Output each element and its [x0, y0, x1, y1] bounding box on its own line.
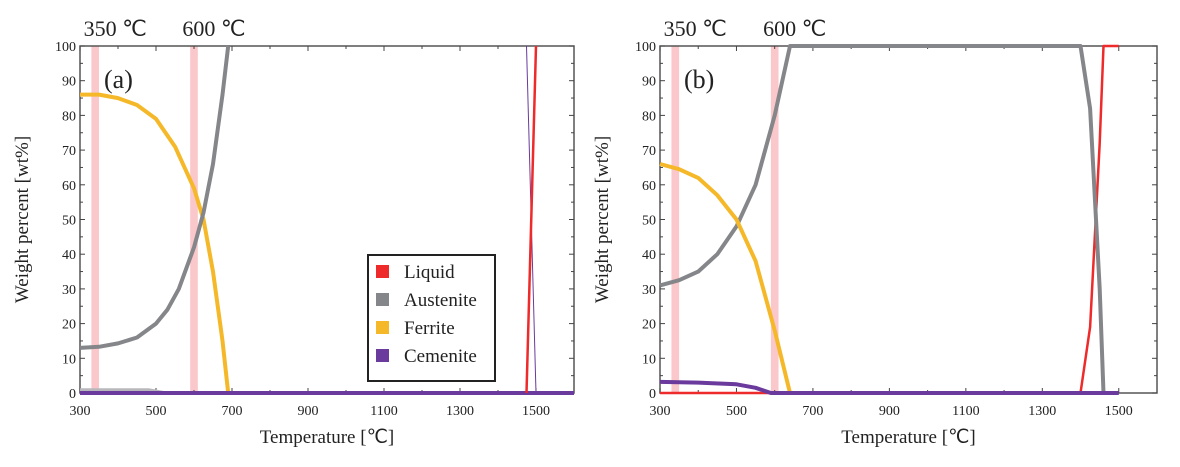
- y-tick-label: 100: [55, 40, 76, 55]
- y-tick-label: 100: [635, 40, 656, 55]
- band-label: 600 ℃: [763, 16, 826, 41]
- x-tick-label: 500: [146, 404, 167, 419]
- x-tick-label: 700: [802, 404, 823, 419]
- panel-label: (b): [684, 65, 714, 94]
- legend-swatch-liquid: [376, 265, 389, 278]
- series-line-liquid: [525, 45, 538, 394]
- y-tick-label: 60: [62, 179, 76, 194]
- y-tick-label: 70: [62, 144, 76, 159]
- y-tick-label: 50: [642, 214, 656, 229]
- x-tick-label: 1500: [522, 404, 550, 419]
- legend-swatch-ferrite: [376, 321, 389, 334]
- x-tick-label: 1100: [952, 404, 979, 419]
- y-tick-label: 40: [62, 248, 76, 263]
- y-axis-label: Weight percent [wt%]: [12, 136, 33, 303]
- highlight-band: [91, 46, 99, 393]
- y-tick-label: 20: [642, 318, 656, 333]
- legend-box: [367, 254, 496, 382]
- y-axis-label: Weight percent [wt%]: [592, 136, 613, 303]
- y-tick-label: 90: [62, 75, 76, 90]
- y-tick-label: 70: [642, 144, 656, 159]
- y-tick-label: 30: [642, 283, 656, 298]
- highlight-band: [190, 46, 198, 393]
- x-tick-label: 300: [650, 404, 671, 419]
- y-tick-label: 20: [62, 318, 76, 333]
- x-tick-label: 900: [298, 404, 319, 419]
- x-tick-label: 1300: [1028, 404, 1056, 419]
- y-tick-label: 0: [69, 387, 76, 402]
- legend-label: Liquid: [404, 262, 455, 283]
- band-label: 350 ℃: [84, 16, 147, 41]
- series-line-ferrite: [659, 162, 792, 394]
- series-line-ferrite: [80, 92, 231, 394]
- series-line-cemenite: [659, 379, 1119, 395]
- series-line-austenite: [79, 45, 231, 350]
- x-tick-label: 1500: [1105, 404, 1133, 419]
- series-line-austenite: [659, 44, 1106, 394]
- x-tick-label: 300: [70, 404, 91, 419]
- chart-panel-0: 350 ℃ 600 ℃ 0 10 20 30 40 50 60 70 80 90 100 300 500 70…: [12, 16, 575, 448]
- y-tick-label: 80: [642, 109, 656, 124]
- legend-label: Cemenite: [404, 346, 477, 367]
- y-tick-label: 60: [642, 179, 656, 194]
- chart-panel-1: 350 ℃ 600 ℃ 0 10 20 30 40 50 60 70 80 90 100 300 500 70…: [592, 16, 1158, 448]
- y-tick-label: 80: [62, 109, 76, 124]
- y-tick-label: 0: [649, 387, 656, 402]
- highlight-band: [770, 46, 779, 393]
- band-label: 350 ℃: [664, 16, 727, 41]
- x-tick-label: 900: [879, 404, 900, 419]
- panel-label: (a): [104, 65, 133, 94]
- highlight-band: [671, 46, 680, 393]
- x-axis-label: Temperature [℃]: [841, 427, 975, 448]
- plot-frame: [79, 45, 575, 394]
- y-tick-label: 90: [642, 75, 656, 90]
- x-tick-label: 1100: [370, 404, 397, 419]
- legend-swatch-cemenite: [376, 349, 389, 362]
- legend-label: Austenite: [404, 290, 477, 311]
- y-tick-label: 40: [642, 248, 656, 263]
- legend-label: Ferrite: [404, 318, 455, 339]
- x-axis-label: Temperature [℃]: [260, 427, 394, 448]
- band-label: 600 ℃: [182, 16, 245, 41]
- y-tick-label: 50: [62, 214, 76, 229]
- y-tick-label: 30: [62, 283, 76, 298]
- y-tick-label: 10: [642, 352, 656, 367]
- legend-swatch-austenite: [376, 293, 389, 306]
- x-tick-label: 1300: [446, 404, 474, 419]
- x-tick-label: 700: [222, 404, 243, 419]
- legend: Liquid Austenite Ferrite Cemenite: [367, 254, 496, 382]
- series-line-liquid: [660, 44, 1119, 395]
- x-tick-label: 500: [726, 404, 747, 419]
- y-tick-label: 10: [62, 352, 76, 367]
